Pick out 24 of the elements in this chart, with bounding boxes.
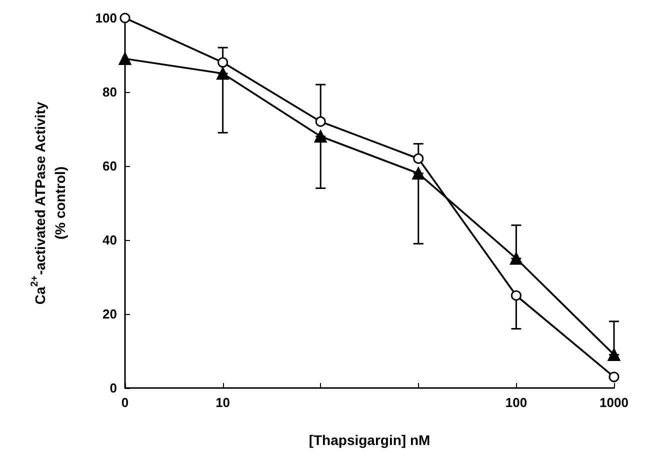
point <box>315 116 326 127</box>
point <box>118 52 132 65</box>
x-tick-label: 100 <box>505 395 528 410</box>
y-tick-label: 100 <box>95 10 117 26</box>
y-axis-title: Ca2+-activated ATPase Activity (% control) <box>30 102 68 305</box>
point <box>314 130 327 143</box>
point <box>608 372 620 382</box>
point <box>412 167 425 180</box>
y-tick-label: 80 <box>102 84 117 100</box>
x-tick-label: 0 <box>121 395 129 410</box>
point <box>510 290 522 301</box>
point <box>218 57 228 68</box>
y-tick-label: 0 <box>110 380 117 396</box>
y-tick-label: 60 <box>102 158 117 174</box>
point <box>413 153 424 164</box>
x-axis-title: [Thapsigargin] nM <box>308 432 430 448</box>
x-tick-label: 1000 <box>600 395 628 410</box>
point <box>120 12 130 24</box>
y-tick-label: 20 <box>102 306 117 322</box>
point <box>608 348 620 361</box>
x-tick-label: 10 <box>216 395 230 410</box>
point <box>510 252 522 265</box>
y-tick-label: 40 <box>102 232 117 248</box>
point <box>216 67 230 80</box>
